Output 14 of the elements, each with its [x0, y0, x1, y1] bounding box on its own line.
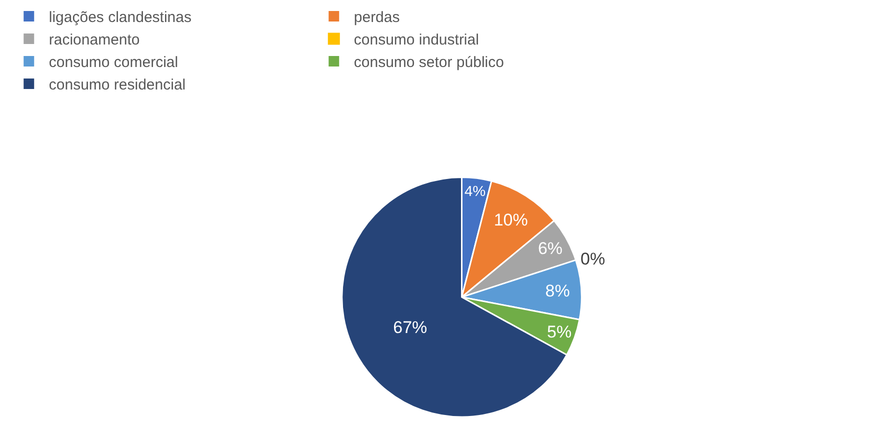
data-label: 10% — [494, 210, 528, 230]
legend-label: ligações clandestinas — [48, 9, 192, 26]
legend-label: consumo setor público — [354, 54, 504, 72]
data-label: 4% — [464, 184, 486, 200]
text: 0% — [580, 250, 606, 269]
legend-label: consumo comercial — [48, 54, 178, 72]
legend-label: racionamento — [48, 32, 140, 49]
data-label: 5% — [547, 322, 572, 342]
data-label: 6% — [538, 238, 563, 258]
legend-label: consumo industrial — [354, 32, 479, 49]
data-label: 8% — [545, 282, 570, 301]
legend-label: perdas — [354, 9, 400, 26]
data-label: 67% — [393, 318, 428, 338]
legend-label: consumo residencial — [48, 76, 186, 94]
